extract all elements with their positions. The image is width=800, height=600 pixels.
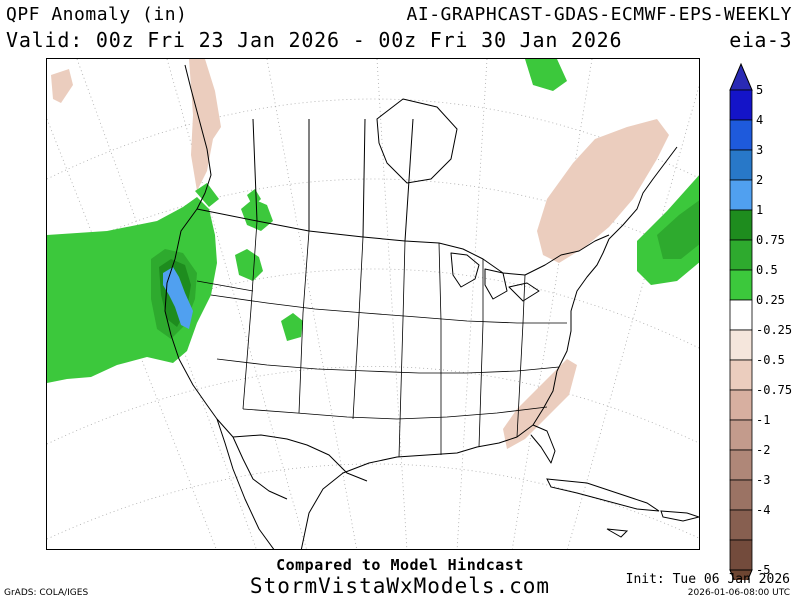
map-title: QPF Anomaly (in) <box>6 4 188 25</box>
colorbar-legend: 5 4 3 2 1 0.75 0.5 0.25 -0.25 -0.5 -0.75 -1 -2 -3 -4 -5 <box>729 62 792 580</box>
colorbar-cells <box>729 62 753 580</box>
colorbar-tick-label: 0.25 <box>756 293 785 307</box>
hudson-bay <box>376 98 458 184</box>
colorbar-cell <box>729 449 753 481</box>
dry-anomaly-alaska <box>51 69 73 103</box>
colorbar-tick-label: 3 <box>756 143 763 157</box>
colorbar-cell <box>729 239 753 271</box>
grads-credit: GrADS: COLA/IGES <box>4 588 89 598</box>
colorbar-cell <box>729 89 753 121</box>
dry-anomaly-southeast <box>503 359 577 449</box>
dry-anomaly-bc-coast <box>189 59 221 191</box>
colorbar-top-cap <box>729 62 753 91</box>
colorbar-tick-label: -0.75 <box>756 383 792 397</box>
colorbar-tick-label: 0.5 <box>756 263 778 277</box>
colorbar-tick-label: 1 <box>756 203 763 217</box>
state-boundaries <box>196 220 567 458</box>
caribbean <box>546 478 699 538</box>
colorbar-tick-label: -4 <box>756 503 770 517</box>
us-mexico-border <box>232 434 368 482</box>
wet-anomaly-atlantic-mid <box>657 200 699 259</box>
qpf-anomaly-map <box>46 58 700 550</box>
colorbar-cell <box>729 479 753 511</box>
wet-anomaly-canada-west <box>247 189 261 207</box>
wet-anomaly-idaho <box>235 249 263 281</box>
colorbar-cell <box>729 179 753 211</box>
colorbar-cell <box>729 389 753 421</box>
colorbar-tick-label: -3 <box>756 473 770 487</box>
anomaly-fills <box>47 59 699 449</box>
province-lines <box>252 118 414 242</box>
init-time: Init: Tue 06 Jan 2026 <box>625 572 790 587</box>
colorbar-cell <box>729 299 753 331</box>
colorbar-tick-label: -0.25 <box>756 323 792 337</box>
timestamp: 2026-01-06-08:00 UTC <box>687 588 790 598</box>
colorbar-cell <box>729 119 753 151</box>
colorbar-tick-label: -0.5 <box>756 353 785 367</box>
borders <box>164 64 678 549</box>
west-coastline <box>164 64 288 500</box>
colorbar-cell <box>729 209 753 241</box>
colorbar-cell <box>729 149 753 181</box>
wet-anomaly-pacific-nw <box>47 197 217 383</box>
colorbar-labels: 5 4 3 2 1 0.75 0.5 0.25 -0.25 -0.5 -0.75 -1 -2 -3 -4 -5 <box>756 83 792 577</box>
map-canvas <box>47 59 699 549</box>
site-name: StormVistaWxModels.com <box>249 574 551 598</box>
colorbar-cell <box>729 419 753 451</box>
wet-anomaly-wyoming <box>281 313 303 341</box>
colorbar-tick-label: -2 <box>756 443 770 457</box>
hindcast-note: Compared to Model Hindcast <box>276 556 524 574</box>
model-id: eia-3 <box>729 28 792 52</box>
colorbar-tick-label: 2 <box>756 173 763 187</box>
dry-anomaly-northeast <box>537 119 669 263</box>
colorbar-tick-label: 0.75 <box>756 233 785 247</box>
model-name: AI-GRAPHCAST-GDAS-ECMWF-EPS-WEEKLY <box>406 4 792 25</box>
east-coastline <box>556 146 678 372</box>
wet-anomaly-west-canada-coast <box>195 183 219 207</box>
wet-anomaly-northeast-canada <box>525 59 567 91</box>
colorbar-cell <box>729 509 753 541</box>
colorbar-bottom-cap <box>729 569 753 580</box>
colorbar-cell <box>729 269 753 301</box>
colorbar-cell <box>729 329 753 361</box>
colorbar-tick-label: -1 <box>756 413 770 427</box>
wet-anomaly-sierra-blue <box>163 267 193 329</box>
colorbar-cell <box>729 359 753 391</box>
florida <box>530 424 556 464</box>
colorbar-tick-label: -5 <box>756 563 770 577</box>
colorbar-tick-label: 4 <box>756 113 763 127</box>
great-lakes <box>450 252 540 302</box>
valid-period: Valid: 00z Fri 23 Jan 2026 - 00z Fri 30 … <box>6 28 623 52</box>
mexico-coastline <box>216 418 275 549</box>
gulf-coastline <box>300 370 558 549</box>
colorbar-tick-label: 5 <box>756 83 763 97</box>
